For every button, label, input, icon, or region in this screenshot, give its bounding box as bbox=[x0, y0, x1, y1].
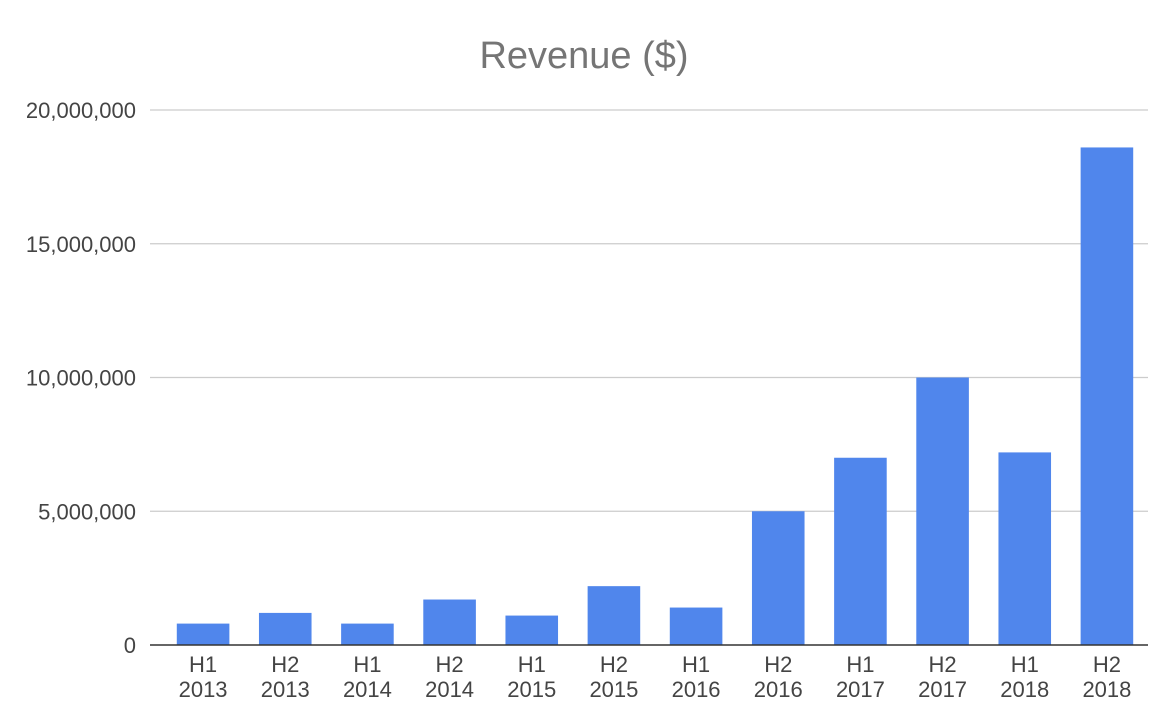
y-tick-label: 0 bbox=[124, 633, 136, 658]
x-tick-label: H1 2015 bbox=[507, 652, 556, 702]
x-tick-label: H2 2018 bbox=[1082, 652, 1131, 702]
x-tick-label: H2 2016 bbox=[754, 652, 803, 702]
chart-title: Revenue ($) bbox=[479, 35, 688, 77]
x-tick-label: H2 2014 bbox=[425, 652, 474, 702]
x-axis-tick-labels: H1 2013 H2 2013 H1 2014 H2 2014 H1 2015 H2 2015 H1 20… bbox=[179, 652, 1132, 702]
x-tick-label: H1 2014 bbox=[343, 652, 392, 702]
bars bbox=[176, 147, 1134, 645]
bar bbox=[176, 623, 230, 645]
x-tick-label: H2 2017 bbox=[918, 652, 967, 702]
bar bbox=[834, 457, 887, 645]
bar bbox=[916, 377, 969, 645]
bar bbox=[998, 452, 1052, 645]
x-tick-label: H1 2018 bbox=[1000, 652, 1049, 702]
y-tick-label: 10,000,000 bbox=[26, 366, 136, 391]
bar bbox=[669, 607, 723, 645]
y-tick-label: 15,000,000 bbox=[26, 232, 136, 257]
x-tick-label: H2 2013 bbox=[261, 652, 310, 702]
x-tick-label: H1 2013 bbox=[179, 652, 228, 702]
bar bbox=[587, 586, 641, 645]
gridlines bbox=[150, 109, 1148, 512]
bar bbox=[1080, 147, 1134, 645]
y-tick-label: 5,000,000 bbox=[38, 499, 136, 524]
bar bbox=[751, 511, 805, 645]
bar bbox=[505, 615, 559, 645]
x-tick-label: H2 2015 bbox=[589, 652, 638, 702]
x-tick-label: H1 2016 bbox=[672, 652, 721, 702]
y-axis-tick-labels: 0 5,000,000 10,000,000 15,000,000 20,000,000 bbox=[26, 98, 136, 658]
bar bbox=[423, 599, 476, 645]
y-tick-label: 20,000,000 bbox=[26, 98, 136, 123]
x-tick-label: H1 2017 bbox=[836, 652, 885, 702]
bar bbox=[341, 623, 394, 645]
bar bbox=[258, 612, 312, 645]
